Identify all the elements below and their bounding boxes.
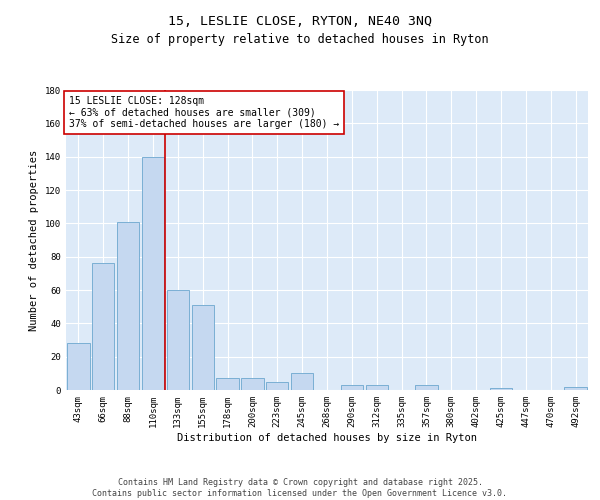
X-axis label: Distribution of detached houses by size in Ryton: Distribution of detached houses by size … <box>177 432 477 442</box>
Y-axis label: Number of detached properties: Number of detached properties <box>29 150 40 330</box>
Bar <box>266 382 289 390</box>
Bar <box>191 305 214 390</box>
Bar <box>490 388 512 390</box>
Bar <box>167 290 189 390</box>
Bar <box>217 378 239 390</box>
Bar <box>142 156 164 390</box>
Text: Size of property relative to detached houses in Ryton: Size of property relative to detached ho… <box>111 32 489 46</box>
Text: 15, LESLIE CLOSE, RYTON, NE40 3NQ: 15, LESLIE CLOSE, RYTON, NE40 3NQ <box>168 15 432 28</box>
Text: Contains HM Land Registry data © Crown copyright and database right 2025.
Contai: Contains HM Land Registry data © Crown c… <box>92 478 508 498</box>
Bar <box>117 222 139 390</box>
Bar <box>67 344 89 390</box>
Bar <box>565 386 587 390</box>
Bar <box>241 378 263 390</box>
Bar <box>291 374 313 390</box>
Bar <box>92 264 115 390</box>
Bar <box>365 385 388 390</box>
Bar <box>341 385 363 390</box>
Text: 15 LESLIE CLOSE: 128sqm
← 63% of detached houses are smaller (309)
37% of semi-d: 15 LESLIE CLOSE: 128sqm ← 63% of detache… <box>68 96 339 129</box>
Bar <box>415 385 437 390</box>
